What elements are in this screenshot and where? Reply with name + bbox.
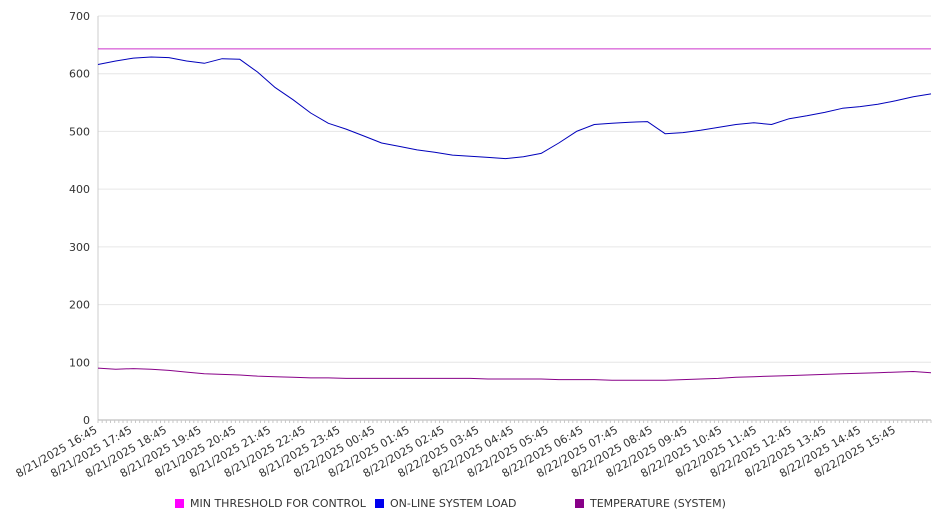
legend-label-min-threshold: MIN THRESHOLD FOR CONTROL	[190, 497, 366, 510]
y-tick-label-0: 0	[83, 414, 90, 427]
legend-swatch-min-threshold	[175, 499, 184, 508]
y-tick-label-600: 600	[69, 68, 90, 81]
y-tick-label-500: 500	[69, 125, 90, 138]
legend-item-temperature[interactable]: TEMPERATURE (SYSTEM)	[575, 497, 726, 510]
y-axis-tick-labels: 0 100 200 300 400 500 600 700	[69, 10, 90, 427]
legend-item-min-threshold[interactable]: MIN THRESHOLD FOR CONTROL	[175, 497, 366, 510]
grid-lines	[98, 15, 931, 363]
series-line-1	[97, 56, 932, 160]
series-lines	[97, 48, 932, 381]
y-tick-label-400: 400	[69, 183, 90, 196]
legend-label-temperature: TEMPERATURE (SYSTEM)	[590, 497, 726, 510]
y-tick-label-100: 100	[69, 356, 90, 369]
legend-label-online-load: ON-LINE SYSTEM LOAD	[390, 497, 517, 510]
legend-swatch-online-load	[375, 499, 384, 508]
axes	[97, 16, 932, 423]
y-tick-label-700: 700	[69, 10, 90, 23]
x-axis-tick-labels: 8/21/2025 16:458/21/2025 17:458/21/2025 …	[14, 423, 898, 480]
legend: MIN THRESHOLD FOR CONTROL ON-LINE SYSTEM…	[0, 497, 946, 515]
legend-item-online-load[interactable]: ON-LINE SYSTEM LOAD	[375, 497, 516, 510]
series-line-2	[97, 367, 932, 381]
y-tick-label-300: 300	[69, 241, 90, 254]
legend-swatch-temperature	[575, 499, 584, 508]
y-tick-label-200: 200	[69, 299, 90, 312]
